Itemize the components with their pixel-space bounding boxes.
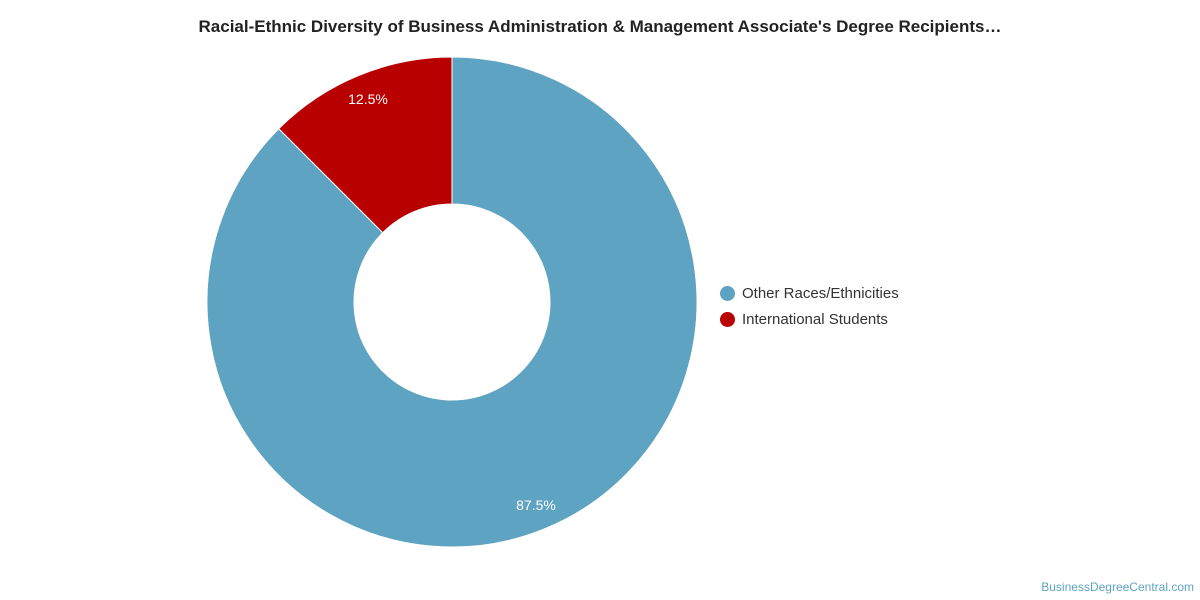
- slice-other-races[interactable]: [206, 56, 698, 548]
- legend-label-international-students: International Students: [742, 310, 888, 328]
- legend-item-other-races[interactable]: Other Races/Ethnicities: [720, 280, 899, 306]
- chart-title: Racial-Ethnic Diversity of Business Admi…: [198, 17, 1002, 36]
- watermark[interactable]: BusinessDegreeCentral.com: [1041, 580, 1194, 594]
- legend-item-international-students[interactable]: International Students: [720, 306, 899, 332]
- legend-swatch-international-students: [720, 311, 735, 327]
- legend-label-other-races: Other Races/Ethnicities: [742, 284, 899, 302]
- legend-swatch-other-races: [720, 285, 735, 301]
- slice-label-other-races: 87.5%: [516, 497, 556, 513]
- legend: Other Races/Ethnicities International St…: [720, 280, 899, 332]
- slice-international-students[interactable]: [278, 56, 453, 234]
- slice-label-international-students: 12.5%: [348, 91, 388, 107]
